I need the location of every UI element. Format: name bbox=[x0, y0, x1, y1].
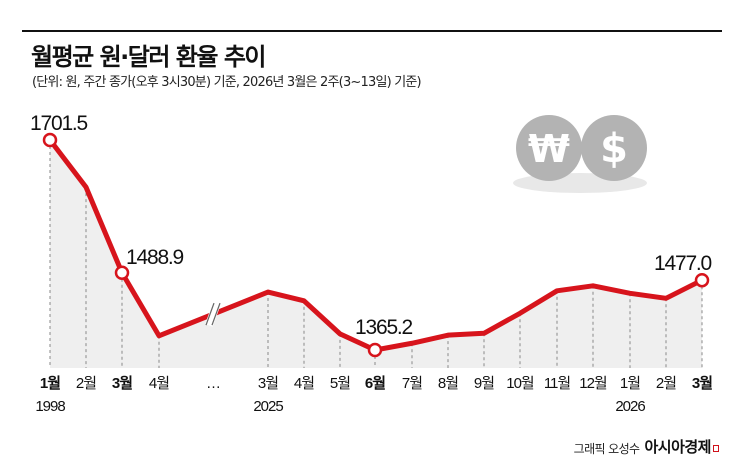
data-line bbox=[48, 138, 704, 353]
chart-subtitle: (단위: 원, 주간 종가(오후 3시30분) 기준, 2026년 3월은 2주… bbox=[32, 75, 422, 90]
x-tick-label: 1월 bbox=[620, 375, 640, 392]
x-tick-label: … bbox=[206, 375, 220, 392]
value-label: 1488.9 bbox=[126, 246, 184, 269]
data-point-marker bbox=[114, 265, 130, 281]
x-tick-label: 2월 bbox=[656, 375, 676, 392]
currency-icons: ₩ $ bbox=[513, 115, 647, 193]
top-rule bbox=[22, 30, 722, 32]
data-point-marker bbox=[367, 342, 383, 358]
won-coin-icon: ₩ bbox=[516, 115, 582, 181]
year-label: 1998 bbox=[35, 398, 65, 415]
x-tick-label: 3월 bbox=[692, 375, 712, 392]
area-fill bbox=[50, 140, 702, 368]
x-tick-label: 3월 bbox=[258, 375, 278, 392]
year-label: 2026 bbox=[615, 398, 645, 415]
x-tick-label: 5월 bbox=[330, 375, 350, 392]
x-tick-label: 3월 bbox=[112, 375, 132, 392]
dollar-coin-icon: $ bbox=[581, 115, 647, 181]
graphic-credit: 그래픽 오성수 bbox=[573, 442, 640, 456]
svg-text:$: $ bbox=[600, 126, 628, 172]
brand-name: 아시아경제 bbox=[644, 438, 711, 456]
value-label: 1477.0 bbox=[654, 252, 712, 275]
value-label: 1365.2 bbox=[355, 316, 413, 339]
year-label: 2025 bbox=[253, 398, 283, 415]
x-tick-label: 2월 bbox=[76, 375, 96, 392]
axis-break bbox=[205, 301, 221, 327]
x-tick-label: 10월 bbox=[506, 375, 534, 392]
brand-logo: 아시아경제 bbox=[644, 440, 719, 455]
x-tick-label: 8월 bbox=[438, 375, 458, 392]
x-tick-label: 9월 bbox=[474, 375, 494, 392]
break-mark-icon bbox=[205, 302, 215, 326]
data-point-marker bbox=[42, 132, 58, 148]
chart-title: 월평균 원·달러 환율 추이 bbox=[31, 43, 266, 71]
value-label: 1701.5 bbox=[30, 112, 88, 135]
x-tick-label: 4월 bbox=[294, 375, 314, 392]
footer-credit: 그래픽 오성수 아시아경제 bbox=[574, 440, 719, 457]
break-mark-icon bbox=[211, 302, 221, 326]
plot-area: 1701.5 1488.9 1365.2 1477.0 1월 2월 3월 4월 … 3월 4월 5월 6… bbox=[30, 112, 713, 415]
x-tick-label: 12월 bbox=[579, 375, 607, 392]
data-point-marker bbox=[694, 272, 710, 288]
brand-mark-icon bbox=[713, 445, 719, 452]
x-tick-label: 6월 bbox=[365, 375, 385, 392]
x-tick-label: 1월 bbox=[40, 375, 60, 392]
x-tick-label: 4월 bbox=[149, 375, 169, 392]
svg-text:₩: ₩ bbox=[528, 127, 570, 171]
x-tick-label: 7월 bbox=[402, 375, 422, 392]
x-tick-label: 11월 bbox=[544, 375, 571, 392]
